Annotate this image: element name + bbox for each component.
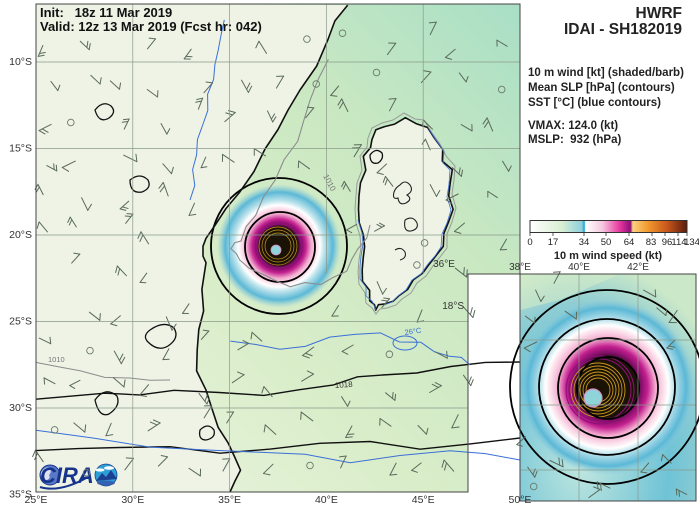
svg-text:35°E: 35°E bbox=[218, 494, 241, 505]
svg-text:1010: 1010 bbox=[48, 355, 65, 364]
svg-text:IDAI - SH182019: IDAI - SH182019 bbox=[564, 21, 682, 38]
svg-text:15°S: 15°S bbox=[9, 143, 32, 155]
svg-text:64: 64 bbox=[624, 237, 635, 248]
svg-text:10 m wind [kt] (shaded/barb): 10 m wind [kt] (shaded/barb) bbox=[528, 67, 684, 79]
svg-text:50°E: 50°E bbox=[509, 494, 532, 505]
svg-text:50: 50 bbox=[601, 237, 612, 248]
svg-text:SST [°C] (blue contours): SST [°C] (blue contours) bbox=[528, 97, 661, 109]
svg-text:1018: 1018 bbox=[335, 380, 354, 390]
svg-text:Valid: 12z 13 Mar 2019 (Fcst h: Valid: 12z 13 Mar 2019 (Fcst hr: 042) bbox=[40, 19, 262, 34]
svg-text:40°E: 40°E bbox=[568, 262, 590, 273]
svg-text:38°E: 38°E bbox=[509, 262, 531, 273]
svg-text:45°E: 45°E bbox=[412, 494, 435, 505]
svg-text:42°E: 42°E bbox=[627, 262, 649, 273]
svg-text:10°S: 10°S bbox=[9, 56, 32, 68]
svg-text:30°E: 30°E bbox=[121, 494, 144, 505]
svg-text:Mean SLP [hPa] (contours): Mean SLP [hPa] (contours) bbox=[528, 82, 675, 94]
svg-text:34: 34 bbox=[579, 237, 590, 248]
svg-text:40°E: 40°E bbox=[315, 494, 338, 505]
svg-text:VMAX: 124.0 (kt): VMAX: 124.0 (kt) bbox=[528, 120, 618, 132]
svg-text:HWRF: HWRF bbox=[636, 5, 683, 22]
svg-text:MSLP: 932 (hPa): MSLP: 932 (hPa) bbox=[528, 134, 621, 146]
svg-text:Init: 18z 11 Mar 2019: Init: 18z 11 Mar 2019 bbox=[40, 5, 172, 20]
svg-text:36°E: 36°E bbox=[433, 259, 455, 270]
svg-text:25°S: 25°S bbox=[9, 316, 32, 328]
svg-text:0: 0 bbox=[527, 237, 532, 248]
svg-text:25°E: 25°E bbox=[25, 494, 48, 505]
svg-text:17: 17 bbox=[548, 237, 559, 248]
svg-text:18°S: 18°S bbox=[442, 301, 464, 312]
svg-text:83: 83 bbox=[646, 237, 657, 248]
svg-text:30°S: 30°S bbox=[9, 402, 32, 414]
svg-text:20°S: 20°S bbox=[9, 229, 32, 241]
svg-text:10 m wind speed (kt): 10 m wind speed (kt) bbox=[554, 250, 663, 262]
svg-text:134: 134 bbox=[684, 237, 699, 248]
